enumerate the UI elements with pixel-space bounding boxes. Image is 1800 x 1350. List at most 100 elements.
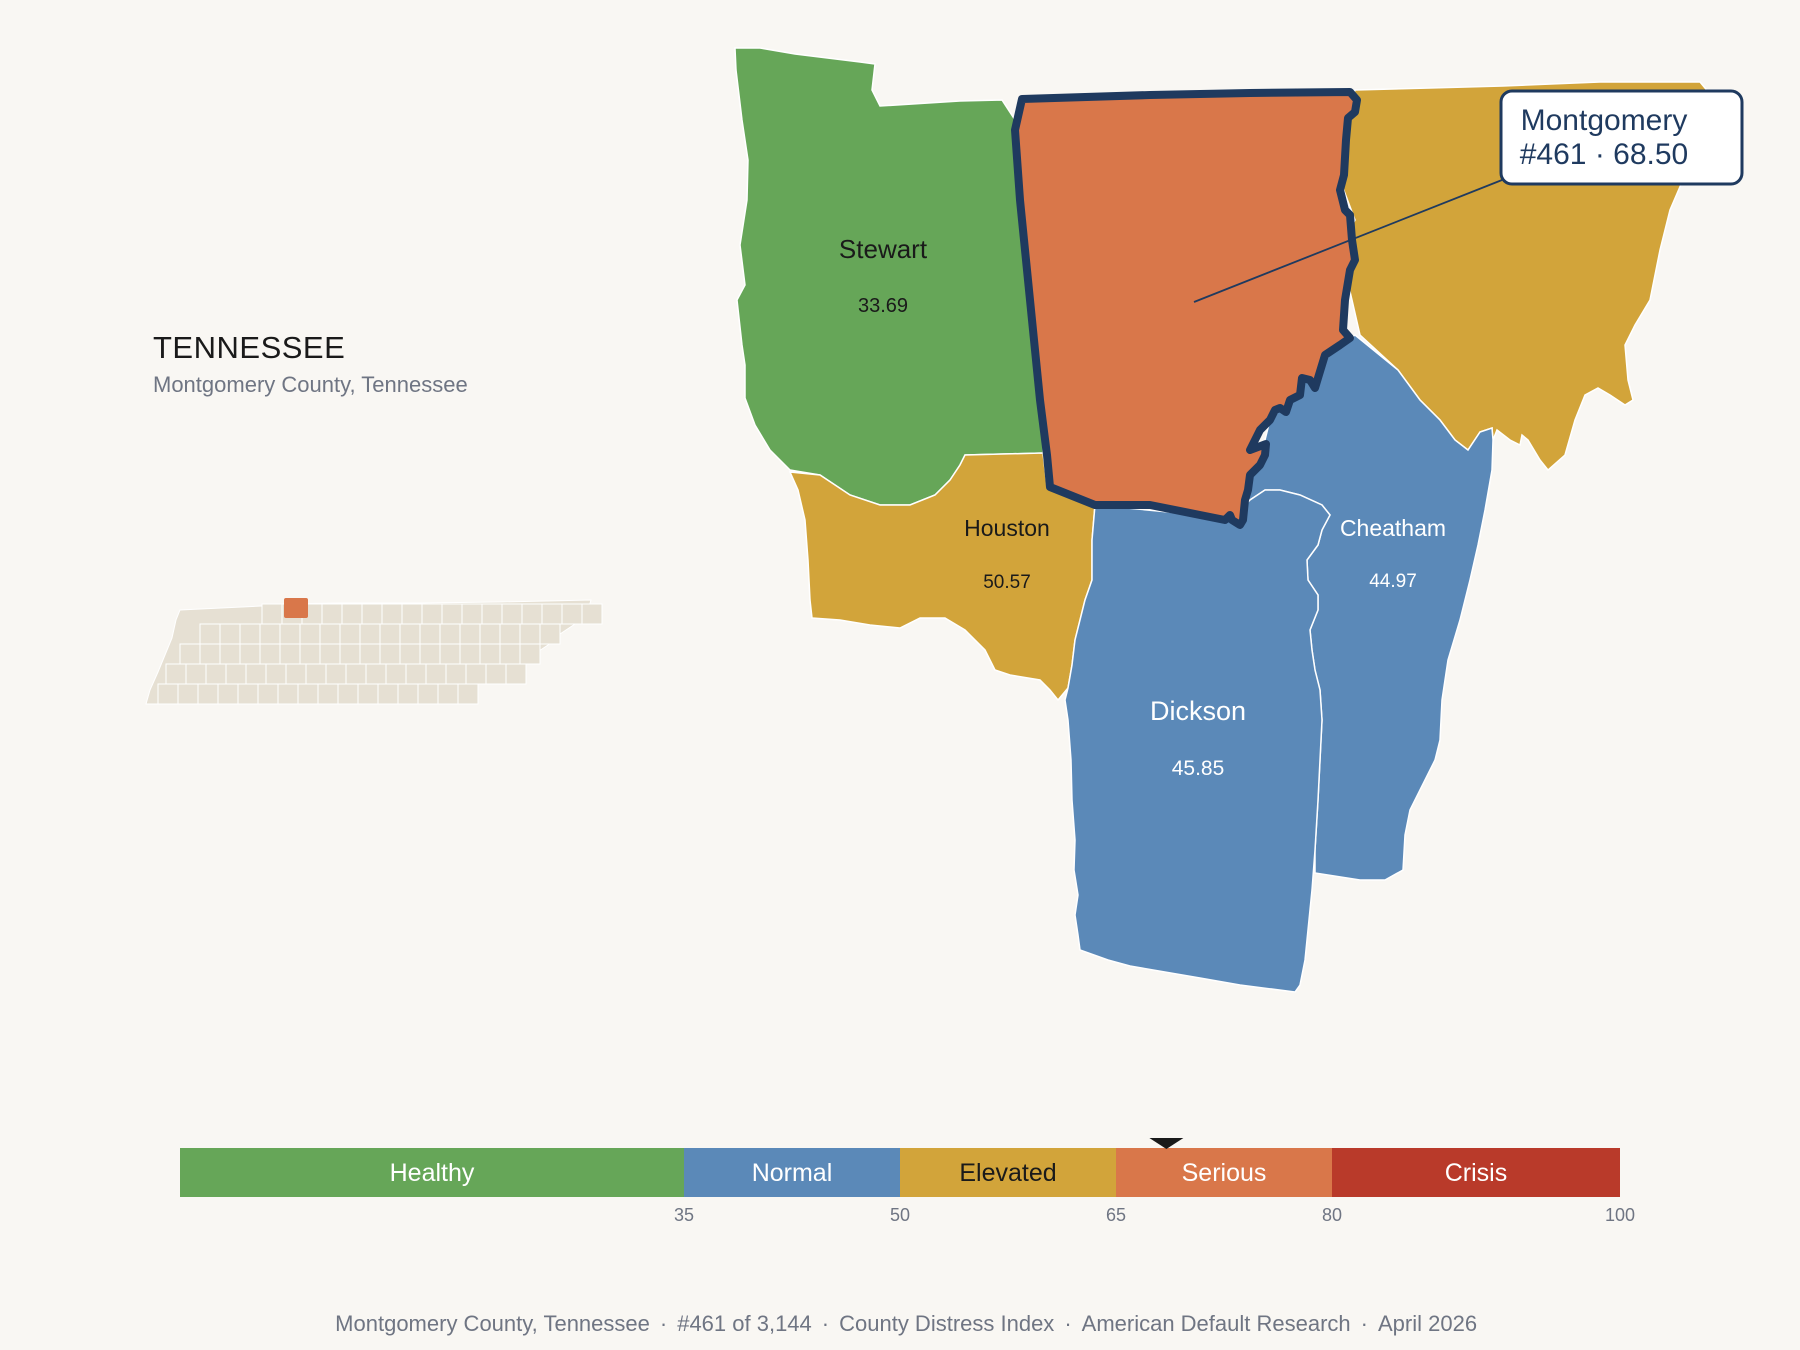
county-map [734, 47, 1716, 993]
locator-county [381, 603, 403, 625]
scale-band-normal [684, 1148, 900, 1197]
current-value-marker [1149, 1138, 1184, 1149]
locator-county [485, 663, 507, 685]
title-block: TENNESSEE Montgomery County, Tennessee [153, 330, 468, 398]
locator-county [379, 623, 401, 645]
locator-county [419, 623, 441, 645]
footer-separator: · [1360, 1311, 1368, 1336]
locator-highlight-county[interactable] [284, 598, 308, 618]
locator-county [437, 683, 459, 705]
locator-county [457, 683, 479, 705]
locator-county [399, 623, 421, 645]
county-dickson[interactable] [1064, 489, 1331, 993]
locator-county [179, 643, 201, 665]
locator-county [305, 663, 327, 685]
locator-county [561, 603, 583, 625]
footer-separator: · [821, 1311, 830, 1336]
locator-county [285, 663, 307, 685]
footer: Montgomery County, Tennessee · #461 of 3,1… [0, 1285, 1800, 1337]
county-labels: Stewart 33.69 Houston 50.57 Cheatham 44.… [839, 234, 1446, 780]
footer-rank: #461 of 3,144 [677, 1311, 812, 1336]
scale-band-elevated [900, 1148, 1116, 1197]
locator-county [219, 623, 241, 645]
county-stewart[interactable] [734, 47, 1046, 506]
footer-source: American Default Research [1081, 1311, 1351, 1336]
footer-separator: · [1064, 1311, 1072, 1336]
scale-band-crisis [1332, 1148, 1620, 1197]
locator-county [479, 623, 501, 645]
scale-band-label: Healthy [390, 1159, 475, 1187]
locator-county [501, 603, 523, 625]
scale-band-healthy [180, 1148, 684, 1197]
locator-county [299, 643, 321, 665]
locator-county [439, 643, 461, 665]
locator-county [337, 683, 359, 705]
locator-county [205, 663, 227, 685]
locator-county [279, 643, 301, 665]
locator-county [405, 663, 427, 685]
county-label-cheatham: Cheatham [1340, 515, 1446, 541]
county-value-dickson: 45.85 [1172, 757, 1225, 780]
locator-county [465, 663, 487, 685]
locator-county [379, 643, 401, 665]
locator-county [225, 663, 247, 685]
scale-band-label: Elevated [959, 1159, 1056, 1187]
callout-rank-value: #461 · 68.50 [1520, 138, 1688, 171]
locator-county [239, 643, 261, 665]
locator-county [459, 623, 481, 645]
callout-leader-line [1193, 179, 1503, 303]
locator-county [359, 623, 381, 645]
locator-county [199, 623, 221, 645]
locator-county [297, 683, 319, 705]
locator-county [581, 603, 603, 625]
locator-county [479, 643, 501, 665]
locator-county [357, 683, 379, 705]
locator-county [361, 603, 383, 625]
scale-band-label: Serious [1182, 1159, 1267, 1187]
locator-county [277, 683, 299, 705]
footer-separator: · [659, 1311, 668, 1336]
county-montgomery[interactable] [1011, 88, 1361, 529]
county-value-stewart: 33.69 [858, 295, 908, 317]
locator-county [345, 663, 367, 685]
scale-band-serious [1116, 1148, 1332, 1197]
scale-tick-label: 50 [890, 1205, 910, 1225]
locator-county [439, 623, 461, 645]
locator-map [145, 598, 603, 705]
locator-county [325, 663, 347, 685]
footer-index-name: County Distress Index [839, 1311, 1055, 1336]
locator-county [217, 683, 239, 705]
locator-county [359, 643, 381, 665]
locator-county [259, 643, 281, 665]
locator-county [481, 603, 503, 625]
locator-county [499, 643, 521, 665]
locator-county [279, 623, 301, 645]
state-subtitle: Montgomery County, Tennessee [153, 372, 468, 397]
county-label-stewart: Stewart [839, 234, 928, 264]
locator-county [239, 623, 261, 645]
locator-county [259, 623, 281, 645]
locator-county [219, 643, 241, 665]
locator-county [177, 683, 199, 705]
locator-county [165, 663, 187, 685]
locator-county [397, 683, 419, 705]
locator-county [461, 603, 483, 625]
locator-county [419, 643, 441, 665]
locator-county [319, 643, 341, 665]
locator-county [399, 643, 421, 665]
locator-county [421, 603, 443, 625]
scale-tick-label: 100 [1605, 1205, 1635, 1225]
locator-county [459, 643, 481, 665]
county-label-houston: Houston [964, 515, 1050, 541]
scale-band-label: Normal [752, 1159, 833, 1187]
county-value-cheatham: 44.97 [1369, 571, 1417, 592]
scale-tick-label: 65 [1106, 1205, 1126, 1225]
scale-band-label: Crisis [1445, 1159, 1508, 1187]
locator-county [519, 643, 541, 665]
locator-county [521, 603, 543, 625]
locator-county [519, 623, 541, 645]
locator-county [417, 683, 439, 705]
locator-county [539, 623, 561, 645]
locator-county [365, 663, 387, 685]
